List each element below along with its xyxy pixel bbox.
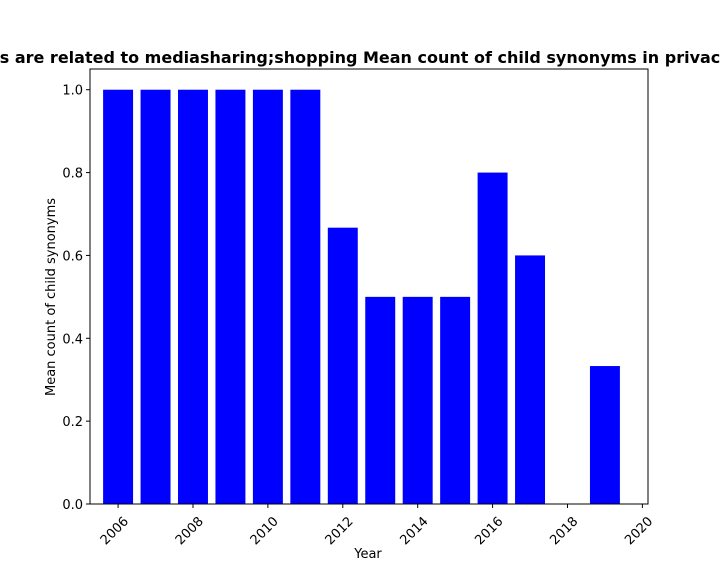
bar-2009: [215, 89, 246, 504]
bar-2011: [290, 89, 321, 504]
bar-2015: [440, 296, 471, 504]
x-axis-label: Year: [353, 547, 382, 562]
bar-2012: [327, 227, 358, 504]
bar-2019: [589, 366, 620, 504]
y-tick-label: 0.2: [62, 415, 83, 430]
x-tick-label: 2014: [398, 514, 432, 548]
bar-2016: [477, 172, 508, 505]
x-tick-label: 2010: [248, 514, 282, 548]
y-tick-label: 0.0: [62, 498, 83, 513]
x-tick-label: 2012: [323, 514, 357, 548]
y-tick-label: 1.0: [62, 84, 83, 99]
x-tick-label: 2018: [547, 514, 581, 548]
x-axis: 2006 2008 2010 2012 2014 2016 2018 2020: [98, 504, 656, 548]
plot-frame: [89, 68, 649, 505]
x-tick-label: 2016: [472, 514, 506, 548]
bar-2010: [252, 89, 283, 504]
bar-2014: [402, 296, 433, 504]
bar-2008: [178, 89, 208, 504]
y-tick-label: 0.4: [62, 332, 83, 347]
chart-title: s are related to mediasharing;shopping M…: [0, 48, 720, 67]
x-tick-label: 2008: [173, 514, 207, 548]
x-tick-label: 2020: [622, 514, 656, 548]
y-axis: 0.0 0.2 0.4 0.6 0.8 1.0: [62, 84, 90, 513]
x-tick-label: 2006: [98, 514, 132, 548]
bar-2007: [140, 89, 171, 504]
bar-2013: [365, 296, 396, 504]
bars-group: [103, 89, 620, 505]
bar-2006: [103, 89, 134, 504]
y-tick-label: 0.8: [62, 167, 83, 182]
y-axis-label: Mean count of child synonyms: [44, 198, 59, 396]
bar-2017: [515, 255, 546, 504]
y-tick-label: 0.6: [62, 249, 83, 264]
